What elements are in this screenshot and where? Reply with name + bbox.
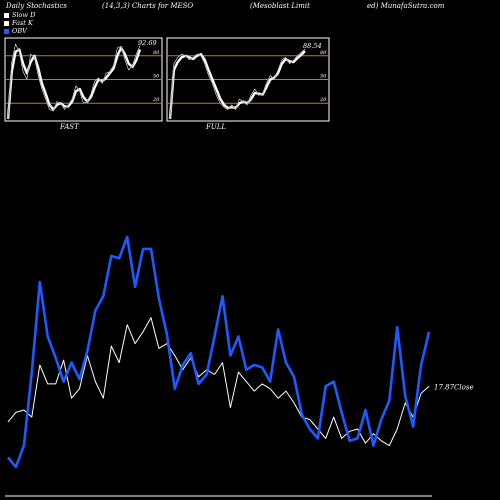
chart-title: Daily Stochastics	[6, 2, 68, 10]
chart-params: (14,3,3) Charts for MESO	[102, 2, 194, 10]
tick-label-20-full: 20	[319, 97, 327, 103]
last-value-label-full: 88.54	[303, 42, 322, 50]
series-fast-k-full	[169, 48, 306, 120]
source-label: ed) MunafaSutra.com	[367, 2, 445, 10]
panel-label-fast: FAST	[60, 123, 79, 131]
series-obv	[7, 235, 431, 469]
tick-label-20-fast: 20	[152, 97, 160, 103]
company-name: (Mesoblast Limit	[250, 2, 310, 10]
last-value-label-fast: 92.69	[138, 39, 157, 47]
tick-label-50-full: 50	[320, 74, 327, 80]
series-close	[7, 317, 430, 447]
tick-label-80-fast: 80	[153, 50, 160, 56]
legend-label-obv: OBV	[12, 27, 27, 35]
legend-swatch-slow-d	[4, 12, 9, 18]
tick-label-50-fast: 50	[153, 74, 160, 80]
legend-label-fast-k: Fast K	[12, 19, 33, 27]
close-label: 17.87Close	[434, 383, 474, 391]
legend-obv: OBV	[4, 27, 27, 35]
legend-swatch-fast-k	[4, 20, 9, 26]
panel-label-full: FULL	[206, 123, 227, 131]
legend-label-slow-d: Slow D	[12, 11, 36, 19]
legend-swatch-obv	[4, 28, 9, 34]
legend-fast-k: Fast K	[4, 19, 33, 27]
tick-label-80-full: 80	[320, 50, 327, 56]
series-slow-d-fast	[6, 46, 142, 120]
legend-slow-d: Slow D	[4, 11, 35, 19]
series-fast-k-fast	[7, 43, 141, 120]
